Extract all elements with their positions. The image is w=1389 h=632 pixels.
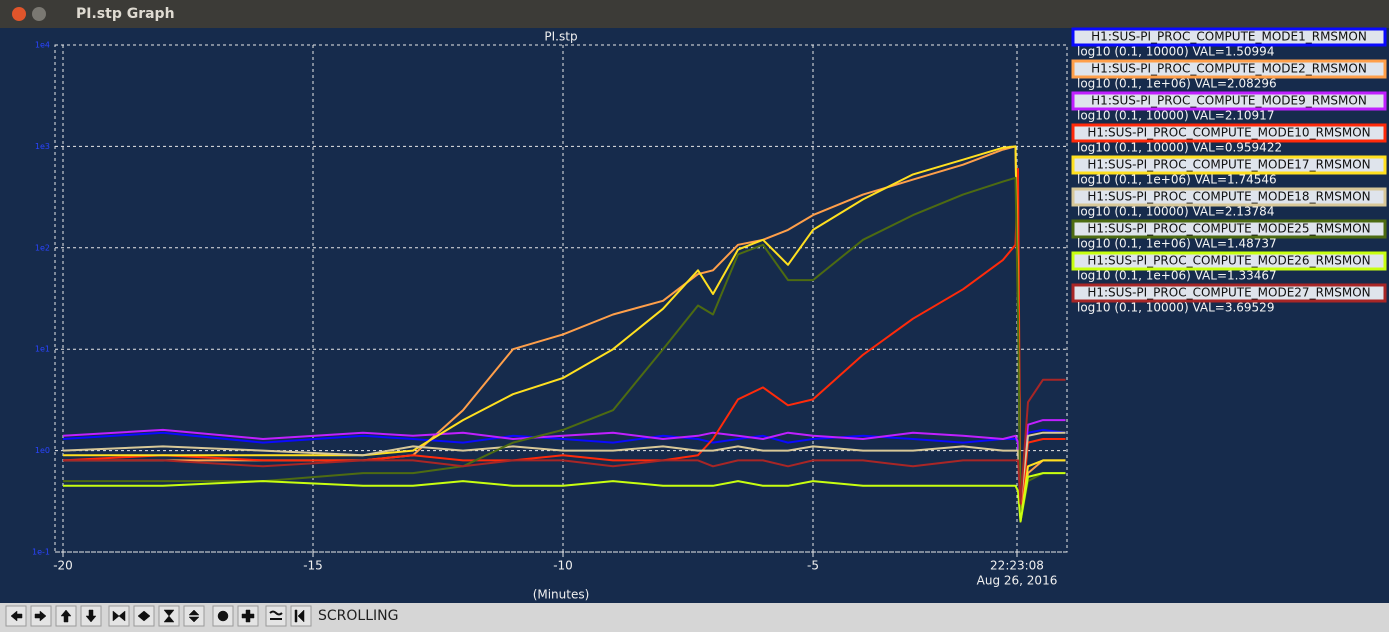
legend-info: log10 (0.1, 1e+06) VAL=1.48737 bbox=[1077, 237, 1277, 251]
button-icon bbox=[112, 610, 126, 622]
toolbar-button[interactable] bbox=[108, 605, 130, 627]
toolbar-button[interactable] bbox=[133, 605, 155, 627]
minimize-button[interactable] bbox=[32, 7, 46, 21]
button-icon bbox=[60, 609, 72, 623]
series-line bbox=[62, 419, 1066, 505]
legend-name: H1:SUS-PI_PROC_COMPUTE_MODE1_RMSMON bbox=[1091, 30, 1367, 44]
legend-swatch-box[interactable] bbox=[1071, 187, 1387, 207]
legend-swatch-box[interactable] bbox=[1071, 155, 1387, 175]
legend-info: log10 (0.1, 10000) VAL=2.13784 bbox=[1077, 205, 1274, 219]
y-tick-label: 1e3 bbox=[35, 142, 50, 151]
x-tick-label: -10 bbox=[553, 559, 573, 573]
legend-info: log10 (0.1, 1e+06) VAL=2.08296 bbox=[1077, 77, 1277, 91]
legend-info: log10 (0.1, 10000) VAL=2.10917 bbox=[1077, 109, 1274, 123]
toolbar-buttons bbox=[5, 605, 312, 627]
legend-name: H1:SUS-PI_PROC_COMPUTE_MODE9_RMSMON bbox=[1091, 94, 1367, 108]
legend-info: log10 (0.1, 1e+06) VAL=1.74546 bbox=[1077, 173, 1277, 187]
y-tick-label: 1e2 bbox=[35, 243, 50, 252]
toolbar-button[interactable] bbox=[5, 605, 27, 627]
toolbar-button[interactable] bbox=[30, 605, 52, 627]
legend-name: H1:SUS-PI_PROC_COMPUTE_MODE27_RMSMON bbox=[1087, 286, 1370, 300]
x-tick-label: -20 bbox=[53, 559, 73, 573]
legend-name: H1:SUS-PI_PROC_COMPUTE_MODE25_RMSMON bbox=[1087, 222, 1370, 236]
button-face bbox=[265, 605, 287, 627]
button-icon bbox=[34, 610, 47, 622]
y-tick-label: 1e-1 bbox=[32, 548, 50, 557]
y-tick-label: 1e0 bbox=[35, 446, 50, 455]
legend-name: H1:SUS-PI_PROC_COMPUTE_MODE17_RMSMON bbox=[1087, 158, 1370, 172]
status-label: SCROLLING bbox=[318, 608, 398, 624]
legend-name: H1:SUS-PI_PROC_COMPUTE_MODE10_RMSMON bbox=[1087, 126, 1370, 140]
y-tick-label: 1e4 bbox=[35, 41, 50, 50]
x-tick-label: -15 bbox=[303, 559, 323, 573]
legend-swatch-box[interactable] bbox=[1071, 91, 1387, 111]
toolbar bbox=[0, 603, 1389, 632]
series-line bbox=[62, 431, 1066, 505]
x-tick-label: -5 bbox=[807, 559, 819, 573]
legend-swatch-box[interactable] bbox=[1071, 59, 1387, 79]
toolbar-button[interactable] bbox=[290, 605, 312, 627]
button-icon bbox=[217, 610, 229, 622]
button-icon bbox=[294, 609, 305, 623]
title-bar bbox=[0, 0, 1389, 28]
legend-info: log10 (0.1, 10000) VAL=1.50994 bbox=[1077, 45, 1274, 59]
legend-swatch-box[interactable] bbox=[1071, 123, 1387, 143]
chart-title: PI.stp bbox=[544, 30, 577, 44]
toolbar-button[interactable] bbox=[237, 605, 259, 627]
legend-info: log10 (0.1, 10000) VAL=0.959422 bbox=[1077, 141, 1282, 155]
series-line bbox=[63, 378, 1066, 505]
toolbar-button[interactable] bbox=[80, 605, 102, 627]
button-icon bbox=[137, 610, 151, 622]
legend-name: H1:SUS-PI_PROC_COMPUTE_MODE26_RMSMON bbox=[1087, 254, 1370, 268]
toolbar-button[interactable] bbox=[183, 605, 205, 627]
close-button[interactable] bbox=[12, 7, 26, 21]
legend-swatch-box[interactable] bbox=[1071, 27, 1387, 47]
y-tick-label: 1e1 bbox=[35, 345, 50, 354]
toolbar-button[interactable] bbox=[158, 605, 180, 627]
button-icon bbox=[269, 610, 283, 620]
legend-swatch-box[interactable] bbox=[1071, 251, 1387, 271]
button-face bbox=[183, 605, 205, 627]
window-title: PI.stp Graph bbox=[76, 6, 175, 22]
button-icon bbox=[85, 609, 97, 623]
x-axis-label: (Minutes) bbox=[533, 588, 590, 602]
button-icon bbox=[163, 609, 175, 623]
legend-info: log10 (0.1, 10000) VAL=3.69529 bbox=[1077, 301, 1274, 315]
series-line bbox=[63, 176, 1066, 523]
x-date-label: Aug 26, 2016 bbox=[977, 574, 1058, 588]
x-tick-label: 22:23:08 bbox=[990, 559, 1044, 573]
legend-swatch-box[interactable] bbox=[1071, 219, 1387, 239]
toolbar-button[interactable] bbox=[212, 605, 234, 627]
legend-name: H1:SUS-PI_PROC_COMPUTE_MODE2_RMSMON bbox=[1091, 62, 1367, 76]
button-icon bbox=[188, 609, 200, 623]
button-icon bbox=[241, 609, 255, 623]
toolbar-button[interactable] bbox=[265, 605, 287, 627]
series-line bbox=[63, 472, 1066, 523]
button-icon bbox=[10, 610, 23, 622]
series-line bbox=[62, 167, 1066, 523]
legend-name: H1:SUS-PI_PROC_COMPUTE_MODE18_RMSMON bbox=[1087, 190, 1370, 204]
legend-swatch-box[interactable] bbox=[1071, 283, 1387, 303]
legend-info: log10 (0.1, 1e+06) VAL=1.33467 bbox=[1077, 269, 1277, 283]
toolbar-button[interactable] bbox=[55, 605, 77, 627]
